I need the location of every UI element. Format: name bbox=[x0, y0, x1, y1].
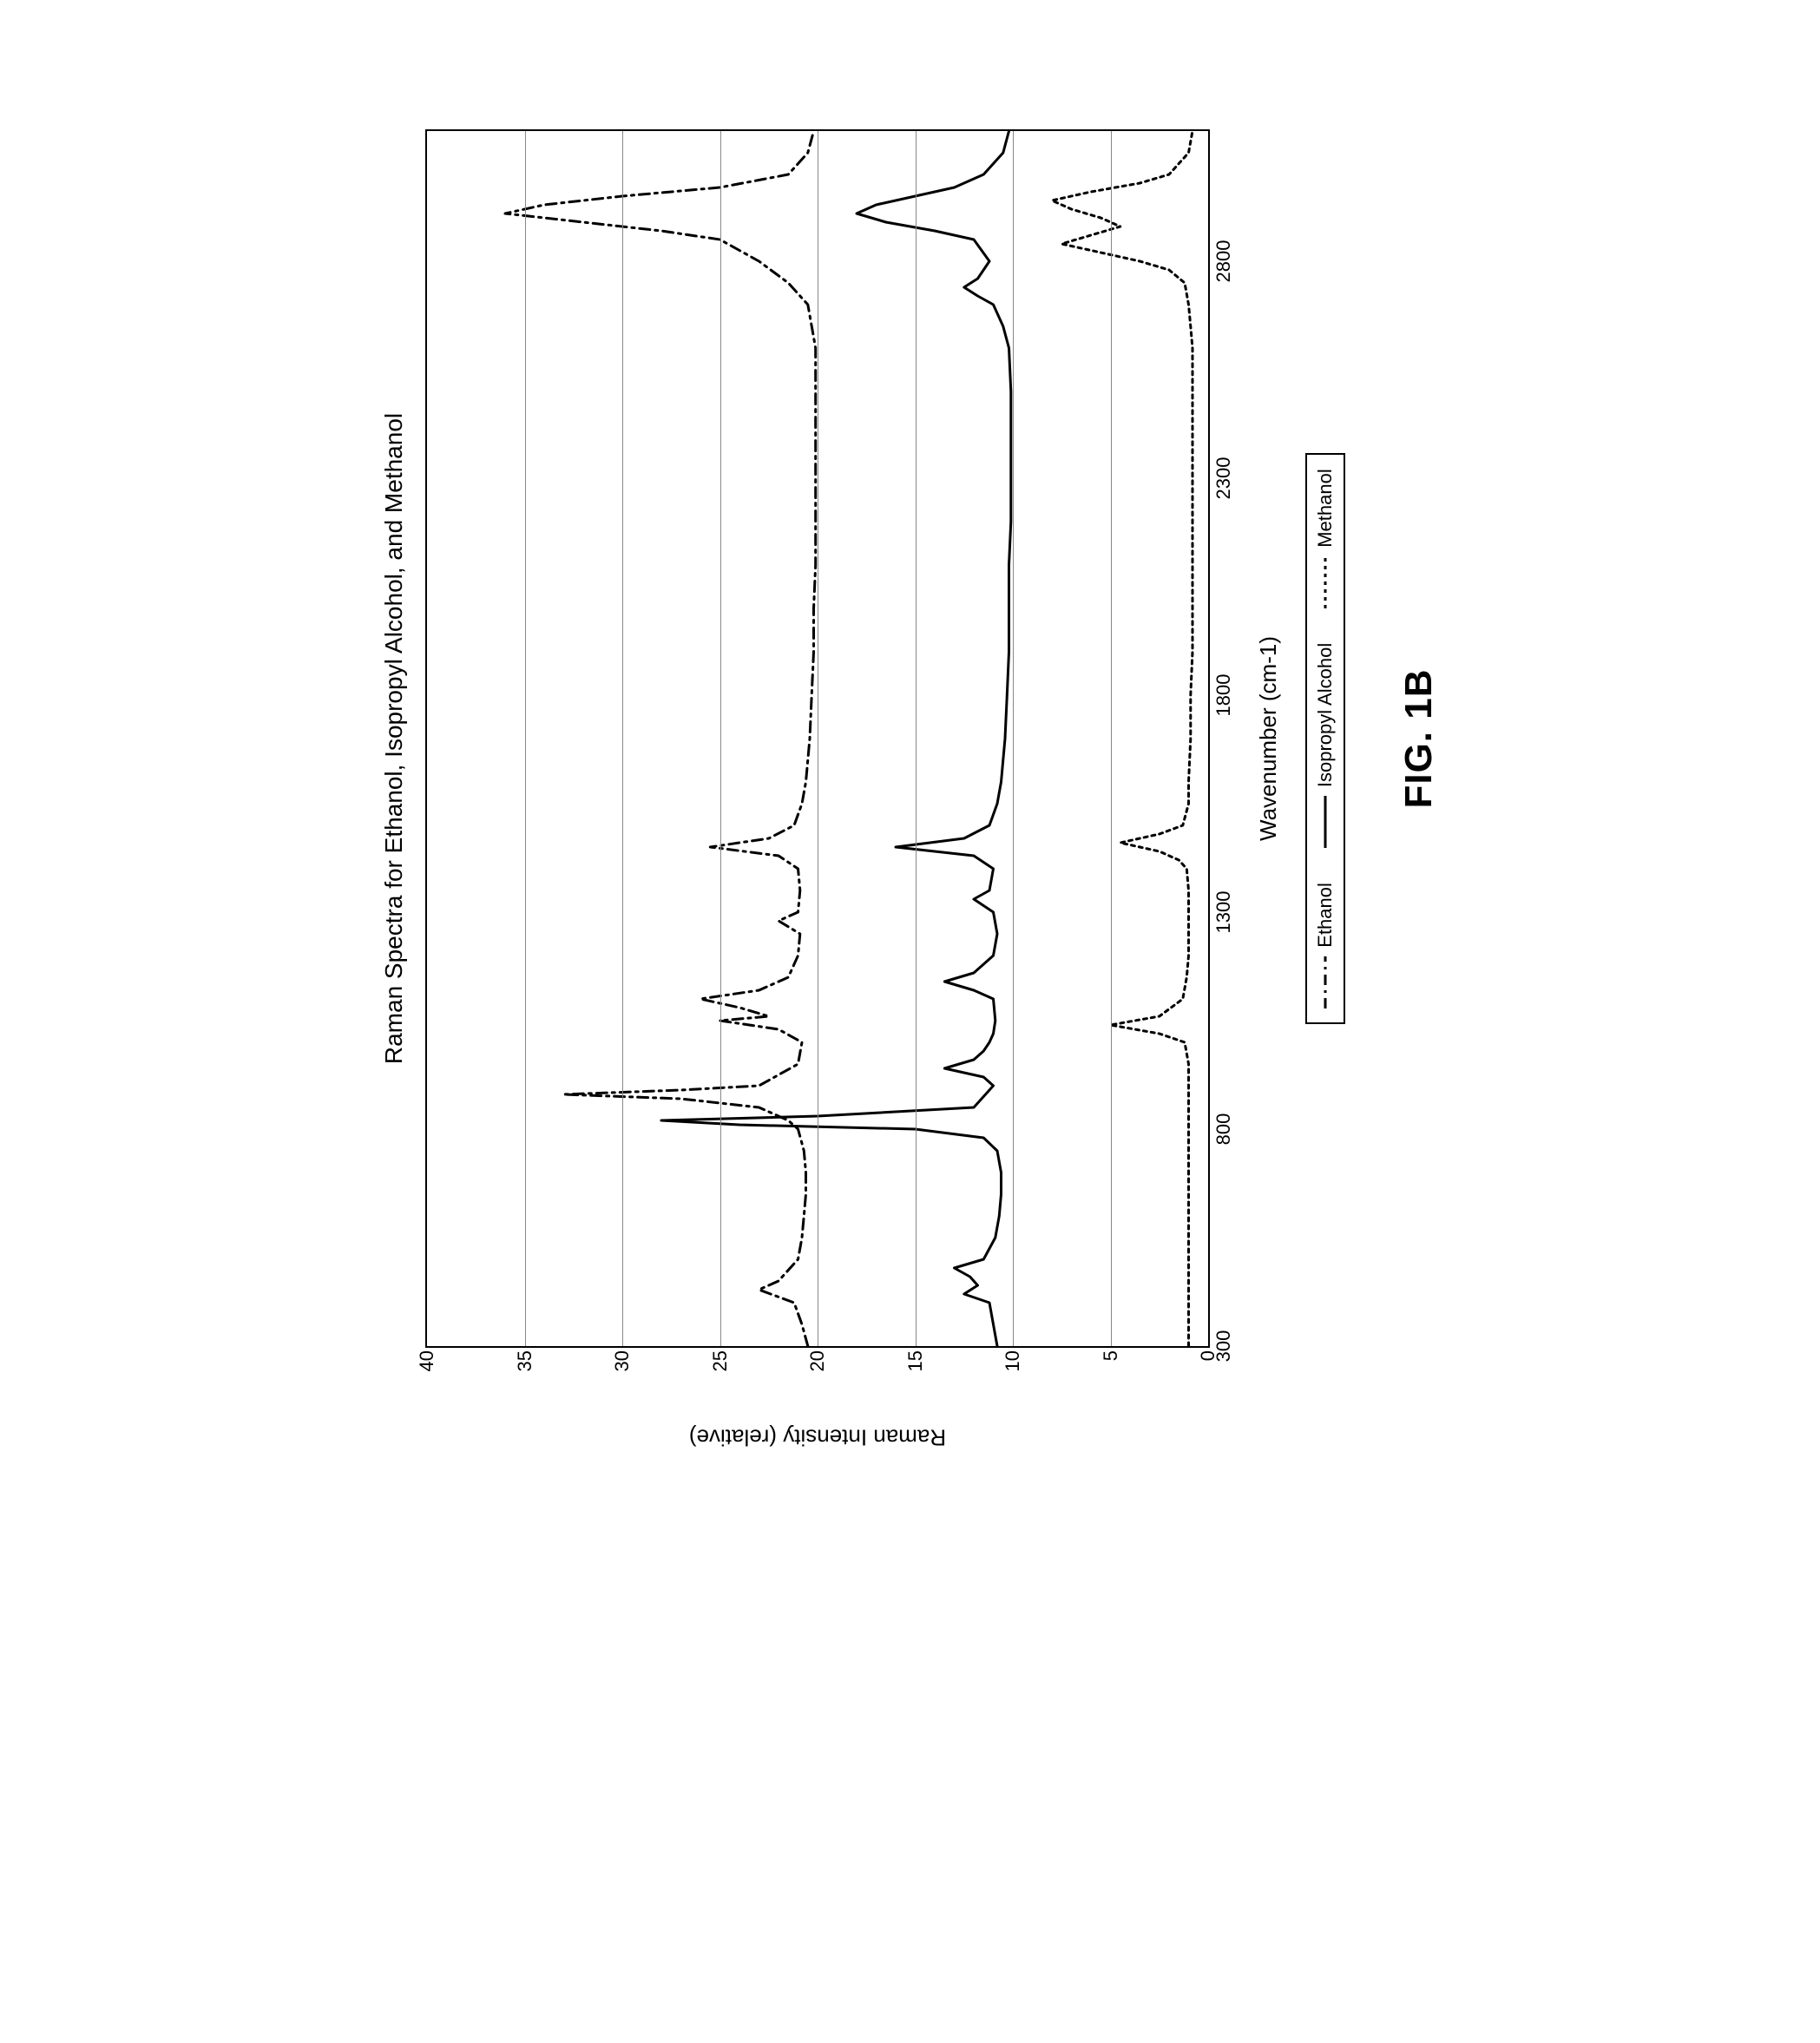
legend-item: Ethanol bbox=[1314, 883, 1337, 1008]
y-tick-label: 25 bbox=[708, 1350, 731, 1389]
grid-line bbox=[1110, 131, 1111, 1346]
x-tick-label: 1800 bbox=[1212, 674, 1235, 717]
legend-label: Ethanol bbox=[1314, 883, 1337, 948]
x-tick-label: 300 bbox=[1212, 1330, 1235, 1363]
x-tick-label: 800 bbox=[1212, 1113, 1235, 1146]
x-tick-label: 1300 bbox=[1212, 891, 1235, 934]
legend-label: Isopropyl Alcohol bbox=[1314, 643, 1337, 787]
y-tick-label: 20 bbox=[806, 1350, 829, 1389]
chart-title: Raman Spectra for Ethanol, Isopropyl Alc… bbox=[380, 129, 408, 1348]
x-tick-label: 2800 bbox=[1212, 240, 1235, 283]
y-axis-label: Raman Intensity (relative) bbox=[688, 1424, 945, 1451]
legend-item: Methanol bbox=[1314, 469, 1337, 608]
figure-label: FIG. 1B bbox=[1397, 668, 1441, 808]
legend-swatch bbox=[1317, 796, 1334, 848]
y-tick-label: 10 bbox=[1002, 1350, 1024, 1389]
chart-container: Raman Spectra for Ethanol, Isopropyl Alc… bbox=[380, 129, 1345, 1348]
series-isopropyl-alcohol bbox=[661, 131, 1011, 1346]
grid-line bbox=[622, 131, 623, 1346]
legend: Ethanol Isopropyl Alcohol Methanol bbox=[1305, 453, 1345, 1023]
y-tick-label: 30 bbox=[611, 1350, 634, 1389]
y-tick-label: 35 bbox=[513, 1350, 535, 1389]
series-ethanol bbox=[505, 131, 816, 1346]
grid-line bbox=[915, 131, 916, 1346]
x-tick-label: 2300 bbox=[1212, 457, 1235, 500]
rotated-figure-wrap: Raman Spectra for Ethanol, Isopropyl Alc… bbox=[380, 129, 1441, 1348]
y-tick-label: 40 bbox=[416, 1350, 438, 1389]
grid-line bbox=[524, 131, 525, 1346]
y-axis: 0510152025303540 bbox=[427, 1350, 1208, 1389]
grid-line bbox=[719, 131, 720, 1346]
legend-item: Isopropyl Alcohol bbox=[1314, 643, 1337, 848]
legend-swatch bbox=[1317, 956, 1334, 1008]
x-axis-label: Wavenumber (cm-1) bbox=[1255, 636, 1282, 841]
y-tick-label: 15 bbox=[903, 1350, 926, 1389]
series-methanol bbox=[1052, 131, 1193, 1346]
plot-area: Raman Intensity (relative) Wavenumber (c… bbox=[425, 129, 1210, 1348]
y-tick-label: 5 bbox=[1099, 1350, 1121, 1389]
legend-swatch bbox=[1317, 556, 1334, 608]
x-axis: 3008001300180023002800 bbox=[1212, 131, 1243, 1346]
grid-line bbox=[1013, 131, 1014, 1346]
legend-label: Methanol bbox=[1314, 469, 1337, 548]
